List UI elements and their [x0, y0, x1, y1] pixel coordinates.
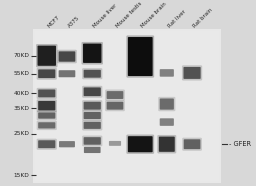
FancyBboxPatch shape	[159, 137, 175, 152]
FancyBboxPatch shape	[82, 68, 102, 79]
FancyBboxPatch shape	[160, 69, 174, 77]
Text: - GFER: - GFER	[229, 141, 251, 147]
FancyBboxPatch shape	[126, 134, 154, 154]
Text: Mouse testis: Mouse testis	[115, 1, 143, 29]
FancyBboxPatch shape	[38, 89, 55, 97]
Text: A375: A375	[67, 15, 81, 29]
FancyBboxPatch shape	[84, 70, 101, 78]
FancyBboxPatch shape	[84, 87, 101, 96]
FancyBboxPatch shape	[184, 139, 200, 149]
FancyBboxPatch shape	[37, 121, 57, 130]
Text: 55KD: 55KD	[13, 71, 29, 76]
FancyBboxPatch shape	[105, 89, 125, 101]
Text: 40KD: 40KD	[13, 91, 29, 96]
Text: 35KD: 35KD	[13, 106, 29, 111]
Text: MCF7: MCF7	[47, 15, 61, 29]
FancyBboxPatch shape	[107, 102, 123, 110]
FancyBboxPatch shape	[182, 138, 202, 151]
FancyBboxPatch shape	[38, 69, 55, 78]
FancyBboxPatch shape	[38, 46, 56, 66]
FancyBboxPatch shape	[82, 86, 102, 98]
FancyBboxPatch shape	[184, 67, 201, 79]
FancyBboxPatch shape	[37, 99, 57, 112]
Text: Mouse liver: Mouse liver	[92, 3, 118, 29]
FancyBboxPatch shape	[81, 42, 103, 65]
Text: 70KD: 70KD	[13, 53, 29, 58]
FancyBboxPatch shape	[84, 112, 101, 119]
FancyBboxPatch shape	[84, 102, 101, 110]
FancyBboxPatch shape	[57, 50, 77, 63]
Text: Rat brain: Rat brain	[192, 7, 214, 29]
Text: 25KD: 25KD	[13, 131, 29, 136]
FancyBboxPatch shape	[84, 122, 101, 129]
FancyBboxPatch shape	[128, 136, 153, 152]
FancyBboxPatch shape	[82, 100, 102, 111]
FancyBboxPatch shape	[160, 118, 174, 126]
Text: Rat liver: Rat liver	[167, 9, 187, 29]
FancyBboxPatch shape	[128, 37, 153, 76]
FancyBboxPatch shape	[83, 44, 101, 63]
FancyBboxPatch shape	[36, 44, 58, 68]
FancyBboxPatch shape	[59, 70, 75, 77]
FancyBboxPatch shape	[38, 101, 55, 110]
Bar	[35, 31, 219, 181]
FancyBboxPatch shape	[59, 141, 75, 147]
FancyBboxPatch shape	[38, 140, 55, 148]
Text: Mouse brain: Mouse brain	[140, 1, 168, 29]
FancyBboxPatch shape	[38, 112, 55, 119]
FancyBboxPatch shape	[37, 68, 57, 80]
FancyBboxPatch shape	[160, 98, 174, 110]
FancyBboxPatch shape	[37, 88, 57, 99]
FancyBboxPatch shape	[37, 139, 57, 150]
FancyBboxPatch shape	[182, 65, 202, 81]
FancyBboxPatch shape	[59, 51, 75, 62]
FancyBboxPatch shape	[158, 97, 175, 111]
FancyBboxPatch shape	[107, 91, 123, 99]
FancyBboxPatch shape	[82, 110, 102, 121]
FancyBboxPatch shape	[82, 120, 102, 131]
Text: 15KD: 15KD	[13, 173, 29, 178]
FancyBboxPatch shape	[38, 122, 55, 129]
FancyBboxPatch shape	[157, 135, 176, 153]
FancyBboxPatch shape	[109, 141, 121, 146]
FancyBboxPatch shape	[84, 137, 101, 145]
FancyBboxPatch shape	[126, 35, 154, 78]
Bar	[33, 30, 221, 183]
FancyBboxPatch shape	[82, 136, 102, 146]
FancyBboxPatch shape	[105, 100, 125, 111]
FancyBboxPatch shape	[37, 111, 57, 120]
FancyBboxPatch shape	[84, 147, 101, 153]
